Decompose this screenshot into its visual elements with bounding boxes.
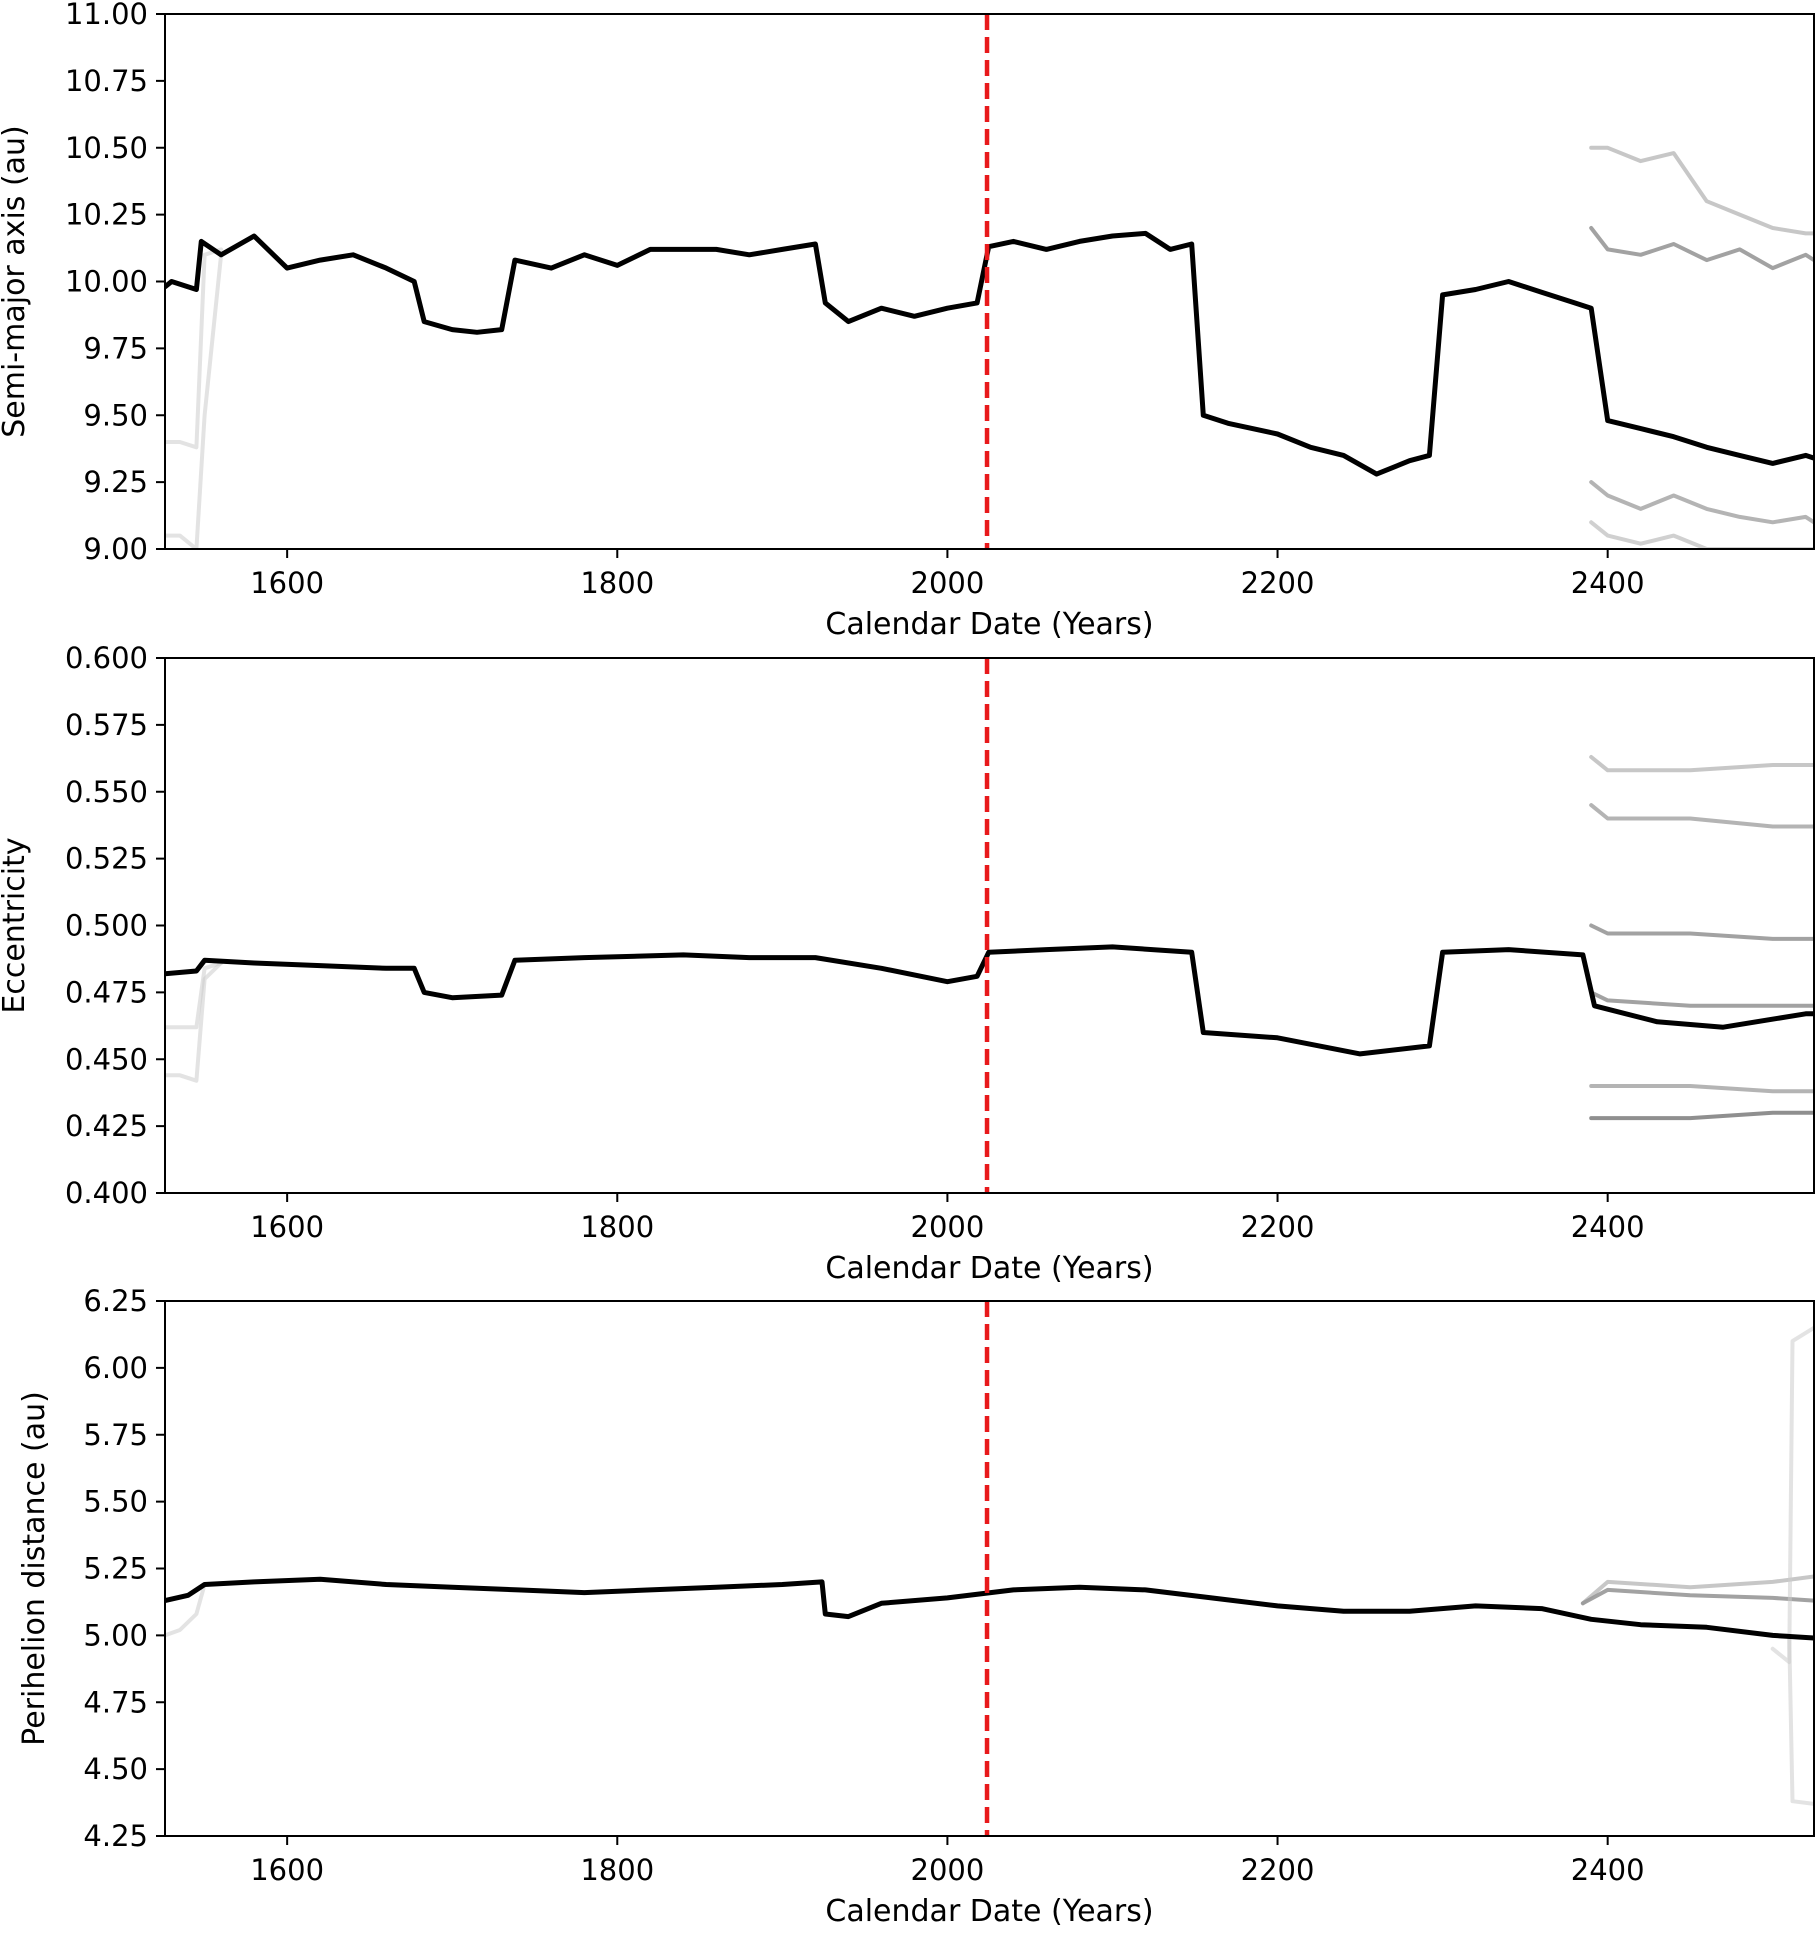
y-tick-label: 4.75	[83, 1685, 148, 1719]
clone-series-line	[1589, 480, 1814, 525]
clone-series-line	[1589, 803, 1814, 829]
clone-series-line	[1589, 755, 1814, 773]
perihelion-distance-panel: 1600 1800 2000 2200 2400 4.25 4.50 4.75 5.00 5.25…	[17, 1284, 1815, 1929]
clone-series-line	[165, 252, 224, 549]
nominal-series-line	[165, 944, 1814, 1057]
y-tick-label: 5.25	[83, 1552, 148, 1586]
x-axis-label: Calendar Date (Years)	[825, 1251, 1153, 1286]
x-tick-label: 2000	[911, 1853, 985, 1887]
y-tick-label: 0.525	[65, 842, 148, 876]
clone-series-line	[1589, 520, 1814, 549]
y-tick-label: 0.600	[65, 641, 148, 675]
x-tick-label: 2000	[911, 1210, 985, 1244]
y-tick-label: 0.550	[65, 775, 148, 809]
y-tick-label: 0.500	[65, 909, 148, 943]
x-tick-label: 1800	[580, 1210, 654, 1244]
y-tick-label: 0.400	[65, 1176, 148, 1210]
y-tick-label: 6.25	[83, 1284, 148, 1318]
semi-major-axis-panel: 1600 1800 2000 2200 2400 9.00 9.25 9.50 9.75 10.0…	[0, 0, 1815, 642]
y-tick-label: 10.25	[65, 198, 148, 232]
y-tick-label: 11.00	[65, 0, 148, 31]
y-axis-label: Eccentricity	[0, 837, 32, 1013]
y-axis-label: Perihelion distance (au)	[17, 1391, 52, 1746]
y-tick-label: 5.75	[83, 1418, 148, 1452]
y-tick-label: 10.50	[65, 131, 148, 165]
x-tick-label: 1600	[250, 1853, 324, 1887]
x-axis-label: Calendar Date (Years)	[825, 1894, 1153, 1929]
x-tick-label: 1600	[250, 1210, 324, 1244]
clone-series-line	[165, 1582, 207, 1638]
clone-series-line	[1589, 923, 1814, 941]
y-tick-label: 0.475	[65, 975, 148, 1009]
x-tick-label: 2200	[1241, 1853, 1315, 1887]
clone-series-line	[1589, 1110, 1814, 1121]
nominal-series-line	[165, 1576, 1814, 1641]
eccentricity-panel: 1600 1800 2000 2200 2400 0.400 0.425 0.450 0.475…	[0, 641, 1815, 1286]
y-tick-label: 4.25	[83, 1819, 148, 1853]
clone-series-line	[165, 961, 224, 1083]
x-tick-label: 2400	[1571, 1210, 1645, 1244]
y-tick-label: 10.75	[65, 64, 148, 98]
clone-series-line	[1589, 1084, 1814, 1094]
y-tick-label: 9.75	[83, 331, 148, 365]
x-tick-label: 1600	[250, 566, 324, 600]
y-tick-label: 0.575	[65, 708, 148, 742]
clone-series-line	[1580, 1587, 1814, 1606]
y-tick-label: 10.00	[65, 265, 148, 299]
x-tick-label: 2200	[1241, 1210, 1315, 1244]
x-axis-label: Calendar Date (Years)	[825, 607, 1153, 642]
y-tick-label: 9.50	[83, 398, 148, 432]
x-tick-label: 1800	[580, 566, 654, 600]
x-tick-label: 2200	[1241, 566, 1315, 600]
y-tick-label: 0.450	[65, 1042, 148, 1076]
x-tick-label: 1800	[580, 1853, 654, 1887]
y-axis-label: Semi-major axis (au)	[0, 125, 32, 438]
plot-area	[165, 755, 1814, 1121]
y-tick-label: 5.00	[83, 1618, 148, 1652]
y-tick-label: 0.425	[65, 1109, 148, 1143]
x-tick-label: 2400	[1571, 566, 1645, 600]
clone-series-line	[1589, 145, 1814, 236]
clone-series-line	[1770, 1325, 1814, 1665]
clone-series-line	[1589, 226, 1814, 271]
y-tick-label: 4.50	[83, 1752, 148, 1786]
x-tick-label: 2000	[911, 566, 985, 600]
clone-series-line	[165, 247, 224, 450]
clone-series-line	[1589, 990, 1814, 1008]
y-tick-label: 5.50	[83, 1485, 148, 1519]
y-tick-label: 6.00	[83, 1351, 148, 1385]
plot-area	[165, 1325, 1814, 1806]
clone-series-line	[165, 961, 224, 1030]
plot-area	[165, 145, 1814, 549]
y-tick-label: 9.25	[83, 465, 148, 499]
clone-series-line	[1580, 1574, 1814, 1606]
y-tick-label: 9.00	[83, 532, 148, 566]
x-tick-label: 2400	[1571, 1853, 1645, 1887]
nominal-series-line	[165, 230, 1814, 477]
